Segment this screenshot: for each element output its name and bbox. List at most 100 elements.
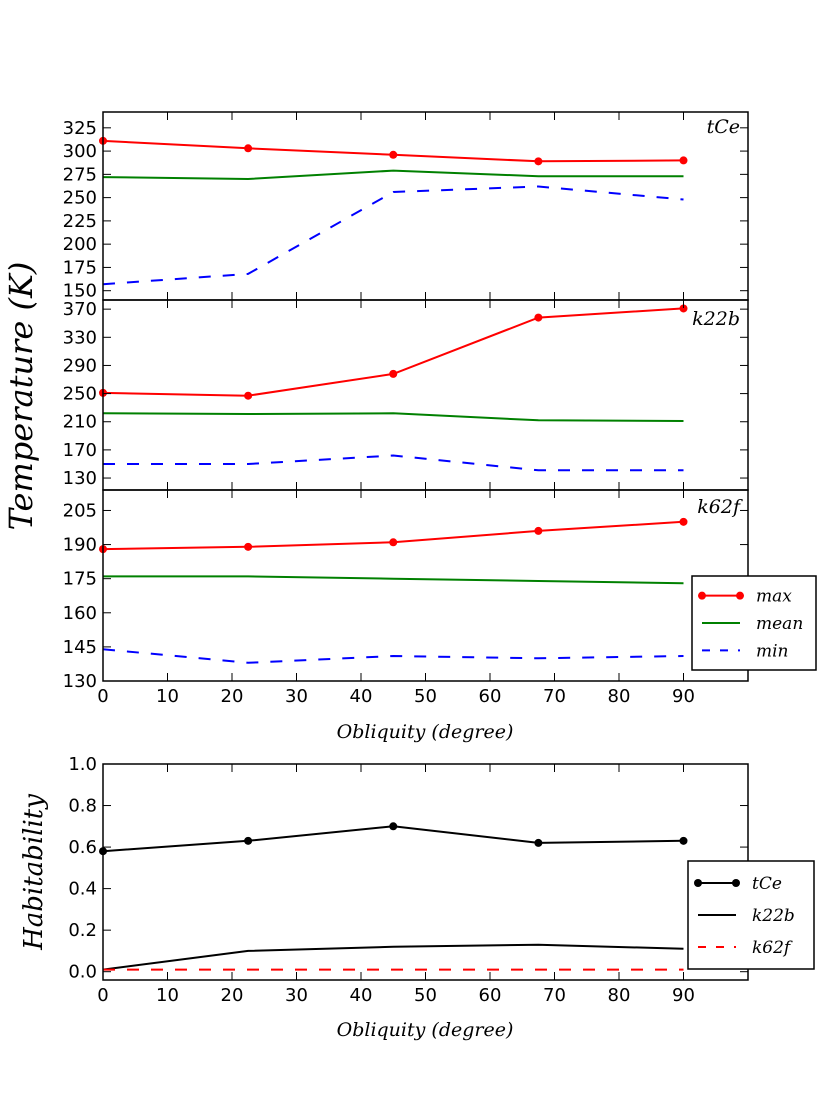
y-tick-label: 210 [63,412,97,433]
habitability-ylabel: Habitability [19,794,49,951]
y-tick-label: 0.4 [68,879,97,900]
y-tick-label: 250 [63,384,97,405]
y-tick-label: 325 [63,118,97,139]
y-tick-label: 170 [63,440,97,461]
y-tick-label: 300 [63,141,97,162]
y-tick-label: 370 [63,299,97,320]
legend-label-min: min [756,641,789,661]
legend-label-k22b: k22b [752,906,795,926]
y-tick-label: 190 [63,535,97,556]
data-point-tCe [679,836,688,845]
x-tick-label: 60 [479,985,502,1006]
series-line-max [102,307,684,397]
data-point-max [534,313,543,322]
legend-marker-max [736,591,744,600]
data-point-max [679,304,688,313]
data-point-max [244,144,253,153]
x-tick-label: 10 [156,686,179,707]
x-tick-label: 0 [97,686,108,707]
legend-habitability: tCe k22b k62f [687,860,815,970]
data-point-max [389,369,398,378]
x-tick-label: 20 [221,985,244,1006]
frame-layer [102,111,749,981]
x-tick-label: 30 [285,686,308,707]
y-tick-label: 1.0 [68,754,97,775]
plot-area-tCe [99,136,688,286]
data-point-tCe [244,836,253,845]
series-line-min [102,648,684,664]
series-line-k22b [102,943,684,971]
panel-title-k62f: k62f [697,496,743,518]
legend-label-tCe: tCe [752,874,782,894]
y-tick-label: 330 [63,327,97,348]
data-point-max [534,157,543,166]
plot-area-k22b [99,304,688,472]
y-tick-label: 0.8 [68,796,97,817]
legend-marker-tCe [694,879,702,887]
y-tick-label: 175 [63,569,97,590]
data-point-max [389,150,398,159]
x-tick-label: 50 [414,985,437,1006]
y-tick-label: 160 [63,603,97,624]
y-tick-label: 205 [63,500,97,521]
x-tick-label: 40 [350,686,373,707]
y-tick-label: 250 [63,188,97,209]
data-point-max [389,538,398,547]
y-tick-label: 0.2 [68,920,97,941]
x-tick-label: 80 [608,985,631,1006]
y-tick-label: 275 [63,164,97,185]
data-point-max [244,391,253,400]
y-tick-label: 130 [63,468,97,489]
y-tick-label: 200 [63,234,97,255]
legend-label-k62f: k62f [752,938,793,958]
x-tick-label: 10 [156,985,179,1006]
x-tick-label: 30 [285,985,308,1006]
x-tick-label: 20 [221,686,244,707]
temperature-ylabel: Temperature (K) [2,262,40,531]
temperature-xlabel: Obliquity (degree) [337,721,514,743]
data-point-tCe [534,838,543,847]
x-tick-label: 70 [543,985,566,1006]
legend-label-mean: mean [756,614,803,634]
axes-frame-k62f [102,489,749,682]
series-line-mean [102,169,684,181]
axes-frame-tCe [102,111,749,301]
y-tick-label: 0.6 [68,837,97,858]
legend-marker-tCe [732,879,740,887]
data-point-tCe [389,822,398,831]
panel-title-k22b: k22b [692,308,740,330]
y-tick-label: 130 [63,671,97,692]
y-tick-label: 150 [63,281,97,302]
y-tick-label: 225 [63,211,97,232]
data-point-max [679,156,688,165]
x-tick-label: 0 [97,985,108,1006]
legend-layer: max mean min tCe k22b k62f [687,575,817,970]
plot-area-habitability [99,822,688,971]
series-line-mean [102,412,684,422]
legend-marker-max [698,591,706,600]
data-point-max [244,542,253,551]
data-layer [99,136,688,971]
x-tick-label: 90 [672,686,695,707]
data-point-max [679,517,688,526]
panel-title-tce: tCe [707,116,740,138]
x-tick-label: 80 [608,686,631,707]
series-line-min [102,185,684,286]
habitability-xlabel: Obliquity (degree) [337,1019,514,1041]
legend-k62f: max mean min [691,575,817,671]
plot-area-k62f [99,517,688,664]
y-tick-label: 145 [63,637,97,658]
x-tick-label: 40 [350,985,373,1006]
text-layer: Temperature (K) tCe k22b k62f Obliquity … [2,116,743,1041]
legend-label-max: max [756,587,792,607]
data-point-max [534,526,543,535]
x-tick-label: 60 [479,686,502,707]
tick-layer: 1501752002252502753003251301702102502903… [63,112,748,1006]
x-tick-label: 90 [672,985,695,1006]
y-tick-label: 0.0 [68,962,97,983]
y-tick-label: 175 [63,257,97,278]
x-tick-label: 50 [414,686,437,707]
x-tick-label: 70 [543,686,566,707]
series-line-mean [103,575,684,585]
